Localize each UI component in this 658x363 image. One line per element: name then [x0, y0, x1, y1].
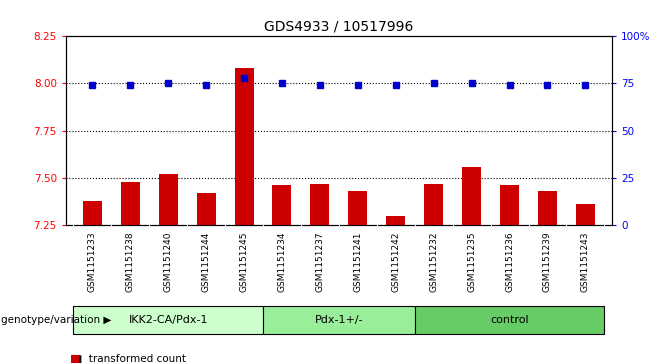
- Bar: [415, 306, 604, 334]
- Text: GSM1151234: GSM1151234: [278, 232, 286, 292]
- Text: GSM1151243: GSM1151243: [581, 232, 590, 292]
- Bar: [424, 184, 443, 225]
- Text: ■  transformed count: ■ transformed count: [66, 354, 186, 363]
- Bar: [83, 200, 102, 225]
- Bar: [386, 216, 405, 225]
- Text: GSM1151237: GSM1151237: [315, 232, 324, 292]
- Text: GSM1151241: GSM1151241: [353, 232, 363, 292]
- Bar: [311, 184, 330, 225]
- Title: GDS4933 / 10517996: GDS4933 / 10517996: [264, 20, 414, 34]
- Bar: [576, 204, 595, 225]
- Text: GSM1151232: GSM1151232: [429, 232, 438, 292]
- Bar: [263, 306, 415, 334]
- Bar: [462, 167, 481, 225]
- Text: IKK2-CA/Pdx-1: IKK2-CA/Pdx-1: [128, 315, 208, 325]
- Text: genotype/variation ▶: genotype/variation ▶: [1, 315, 111, 325]
- Text: GSM1151242: GSM1151242: [392, 232, 400, 292]
- Bar: [234, 68, 253, 225]
- Text: GSM1151233: GSM1151233: [88, 232, 97, 292]
- Text: GSM1151236: GSM1151236: [505, 232, 514, 292]
- Bar: [159, 174, 178, 225]
- Text: control: control: [490, 315, 529, 325]
- Text: GSM1151245: GSM1151245: [240, 232, 249, 292]
- Bar: [74, 306, 263, 334]
- Text: GSM1151235: GSM1151235: [467, 232, 476, 292]
- Bar: [272, 185, 291, 225]
- Bar: [538, 191, 557, 225]
- Text: GSM1151240: GSM1151240: [164, 232, 172, 292]
- Bar: [121, 182, 139, 225]
- Text: GSM1151238: GSM1151238: [126, 232, 135, 292]
- Bar: [348, 191, 367, 225]
- Bar: [500, 185, 519, 225]
- Text: ■: ■: [70, 354, 81, 363]
- Bar: [197, 193, 216, 225]
- Text: GSM1151239: GSM1151239: [543, 232, 552, 292]
- Text: GSM1151244: GSM1151244: [201, 232, 211, 292]
- Text: Pdx-1+/-: Pdx-1+/-: [315, 315, 363, 325]
